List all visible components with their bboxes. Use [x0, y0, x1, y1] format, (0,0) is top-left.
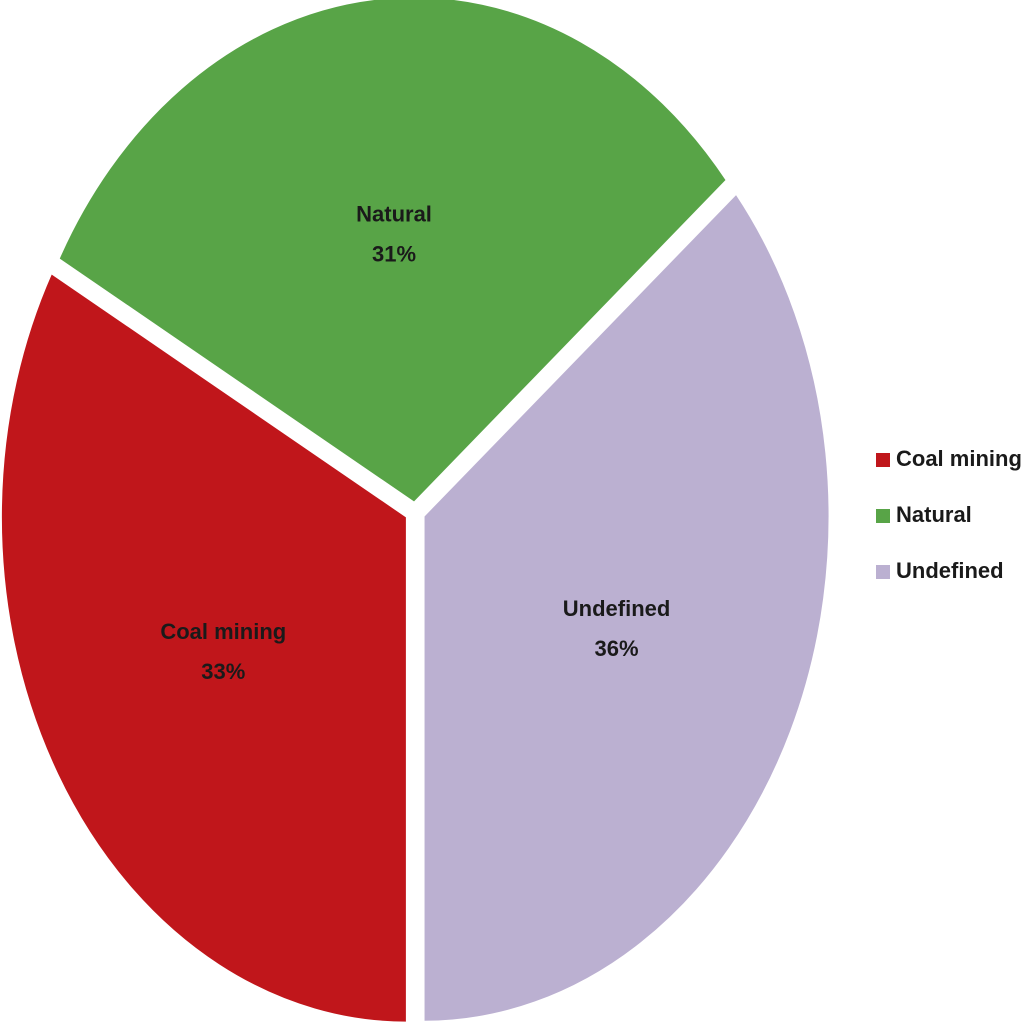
pie-slice [58, 0, 727, 503]
slice-category-label: Natural [356, 201, 432, 226]
legend-swatch [876, 565, 890, 579]
pie-slice [423, 193, 830, 1022]
pie-slice [0, 273, 407, 1023]
legend-swatch [876, 453, 890, 467]
slice-category-label: Coal mining [160, 619, 286, 644]
legend-label: Natural [896, 502, 972, 527]
slice-category-label: Undefined [563, 596, 671, 621]
legend-label: Coal mining [896, 446, 1022, 471]
legend-label: Undefined [896, 558, 1004, 583]
legend-swatch [876, 509, 890, 523]
slice-value-label: 36% [595, 636, 639, 661]
slice-value-label: 33% [201, 659, 245, 684]
slice-value-label: 31% [372, 241, 416, 266]
